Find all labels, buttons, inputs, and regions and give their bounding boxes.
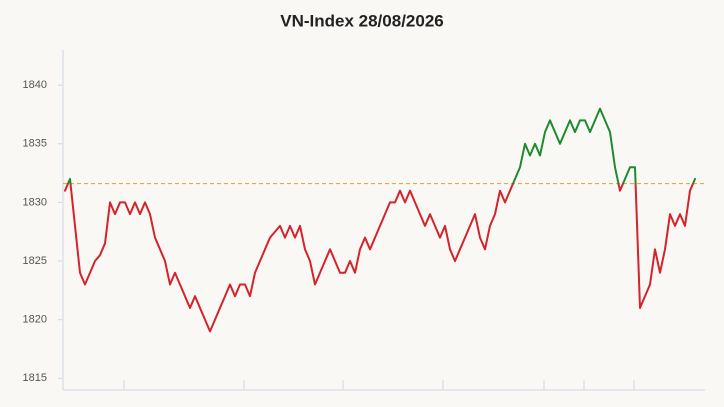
price-line	[64, 107, 696, 333]
y-tick-label: 1815	[23, 372, 47, 384]
x-tick-marks	[123, 380, 635, 390]
y-tick-label: 1840	[23, 79, 47, 91]
y-tick-label: 1825	[23, 255, 47, 267]
y-tick-label: 1820	[23, 314, 47, 326]
y-tick-label: 1835	[23, 138, 47, 150]
y-tick-label: 1830	[23, 196, 47, 208]
chart-title: VN-Index 28/08/2026	[280, 11, 443, 30]
